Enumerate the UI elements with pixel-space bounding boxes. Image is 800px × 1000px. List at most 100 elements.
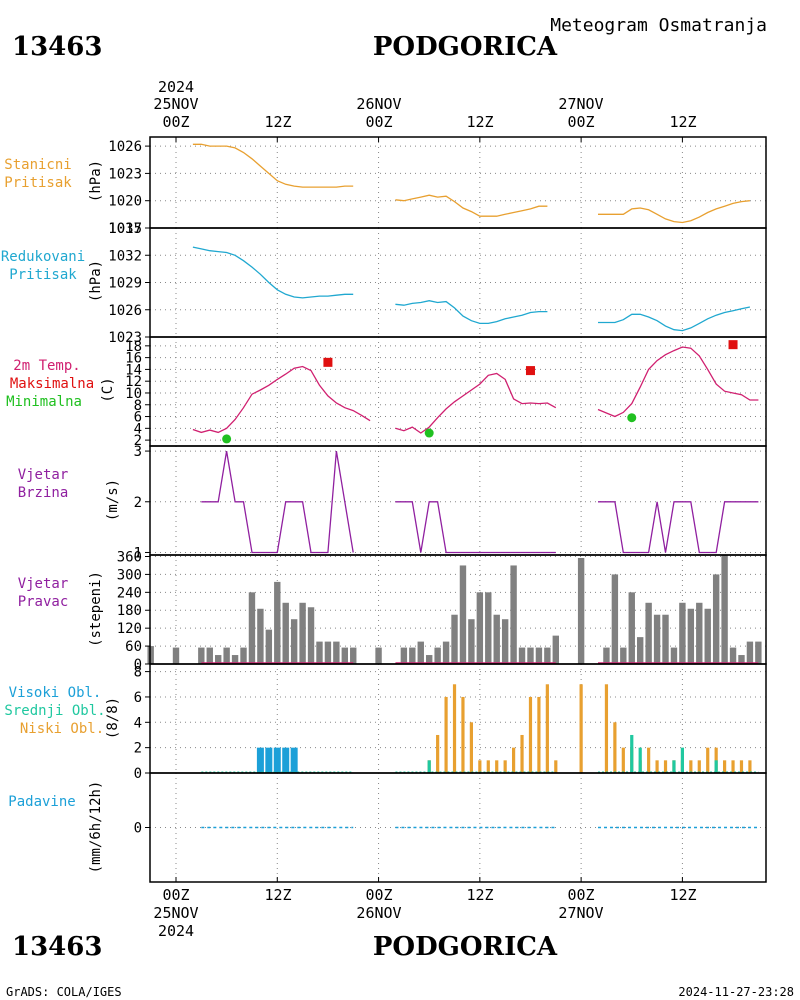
- wind-direction-bar: [645, 602, 652, 664]
- cloud-bar-middle: [638, 747, 642, 773]
- wind-direction-bar: [434, 647, 441, 664]
- min-temp-marker: [222, 434, 232, 444]
- panel-frame: [149, 445, 767, 556]
- label-line: Brzina: [18, 485, 69, 501]
- wind-direction-bar: [282, 602, 289, 664]
- wind-direction-bar: [316, 641, 323, 664]
- label-line: Redukovani: [1, 249, 85, 265]
- wind-direction-bar: [324, 641, 332, 664]
- wind-direction-bar: [696, 602, 703, 664]
- wind-direction-bar: [341, 647, 348, 664]
- y-tick-label: 6: [134, 690, 142, 706]
- cloud-bar-low: [647, 747, 651, 773]
- wind-direction-bar: [755, 641, 762, 664]
- wind-direction-bar: [426, 655, 433, 664]
- y-tick-label: 60: [125, 639, 142, 655]
- wind-direction-bar: [746, 641, 754, 664]
- label-line: Niski Obl.: [20, 721, 104, 737]
- cloud-bar-high: [290, 747, 298, 773]
- tick-layer: 1026102310201017103510321029102610231816…: [108, 137, 683, 882]
- wind-direction-bar: [215, 655, 222, 664]
- label-line: Pritisak: [4, 175, 72, 191]
- wind-direction-bar: [468, 619, 475, 664]
- cloud-bar-low: [655, 760, 659, 773]
- wind-direction-bar: [577, 557, 585, 664]
- cloud-bar-low: [520, 734, 524, 773]
- panel-label-wind-direction: Vjetar Pravac: [18, 576, 69, 610]
- y-tick-label: 12: [125, 374, 142, 390]
- label-line: Stanicni: [4, 157, 71, 173]
- station-name-bottom: PODGORICA: [373, 932, 558, 962]
- wind-direction-bar: [712, 574, 720, 664]
- cloud-bar-low: [748, 760, 752, 773]
- panel-frame: [149, 227, 767, 338]
- bottom-day-label-1: 25NOV: [153, 904, 198, 922]
- top-hour-label-2: 12Z: [264, 113, 291, 131]
- cloud-bar-low: [503, 760, 507, 773]
- cloud-bar-middle: [672, 760, 676, 773]
- reduced-pressure-line: [192, 246, 354, 299]
- temperature-line: [192, 365, 371, 434]
- top-hour-label-1: 00Z: [162, 113, 189, 131]
- panel-frame: [149, 663, 767, 774]
- wind-direction-bar: [248, 592, 256, 664]
- wind-direction-bar: [274, 581, 281, 664]
- y-tick-label: 1023: [108, 166, 142, 182]
- wind-direction-bar: [552, 635, 559, 664]
- panel-frame: [149, 336, 767, 447]
- bottom-hour-label-4: 12Z: [466, 886, 493, 904]
- label-line: Srednji Obl.: [4, 703, 105, 719]
- wind-direction-bar: [679, 602, 686, 664]
- panel-label-clouds: Visoki Obl. Srednji Obl. Niski Obl.: [4, 685, 105, 737]
- wind-direction-bar: [459, 565, 467, 664]
- max-temp-marker: [323, 357, 333, 367]
- y-tick-label: 0: [134, 657, 142, 673]
- wind-direction-bar: [231, 655, 239, 664]
- panel-label-temperature: 2m Temp. Maksimalna Minimalna: [6, 358, 94, 410]
- top-hour-label-6: 12Z: [669, 113, 696, 131]
- y-tick-label: 1023: [108, 330, 142, 346]
- cloud-bar-high: [282, 747, 290, 773]
- y-tick-label: 4: [134, 715, 142, 731]
- bottom-year-label: 2024: [158, 922, 194, 940]
- y-tick-label: 180: [117, 603, 142, 619]
- top-day-label-1: 25NOV: [153, 95, 198, 113]
- cloud-bar-low: [444, 696, 448, 773]
- data-layer: [147, 143, 762, 829]
- y-tick-label: 10: [125, 386, 142, 402]
- y-tick-label: 240: [117, 585, 142, 601]
- bottom-hour-label-1: 00Z: [162, 886, 189, 904]
- wind-direction-bar: [603, 647, 610, 664]
- top-hour-label-3: 00Z: [365, 113, 392, 131]
- reduced-pressure-line: [598, 306, 751, 332]
- wind-direction-bar: [721, 555, 728, 664]
- wind-direction-bar: [417, 641, 424, 664]
- cloud-bar-low: [579, 684, 583, 773]
- y-tick-label: 1032: [108, 248, 142, 264]
- wind-direction-bar: [485, 592, 492, 664]
- wind-direction-bar: [257, 608, 264, 664]
- wind-direction-bar: [206, 647, 213, 664]
- panel-label-reduced-pressure: Redukovani Pritisak: [1, 249, 85, 283]
- chart-subtitle: Meteogram Osmatranja: [550, 15, 767, 36]
- label-line: Minimalna: [6, 394, 82, 410]
- y-tick-label: 6: [134, 410, 142, 426]
- top-hour-label-5: 00Z: [567, 113, 594, 131]
- top-year-label: 2024: [158, 78, 194, 96]
- cloud-bar-middle: [630, 734, 634, 773]
- bottom-hour-label-5: 00Z: [567, 886, 594, 904]
- cloud-bar-low: [452, 684, 457, 773]
- cloud-bar-low: [663, 760, 668, 773]
- y-tick-label: 1029: [108, 276, 142, 292]
- top-day-label-2: 26NOV: [356, 95, 401, 113]
- bottom-day-label-2: 26NOV: [356, 904, 401, 922]
- y-tick-label: 360: [117, 549, 142, 565]
- y-tick-label: 18: [125, 339, 142, 355]
- y-tick-label: 1020: [108, 194, 142, 210]
- cloud-bar-low: [545, 684, 549, 773]
- cloud-bar-low: [528, 696, 533, 773]
- unit-label-station-pressure: (hPa): [88, 160, 104, 202]
- y-tick-label: 2: [134, 433, 142, 449]
